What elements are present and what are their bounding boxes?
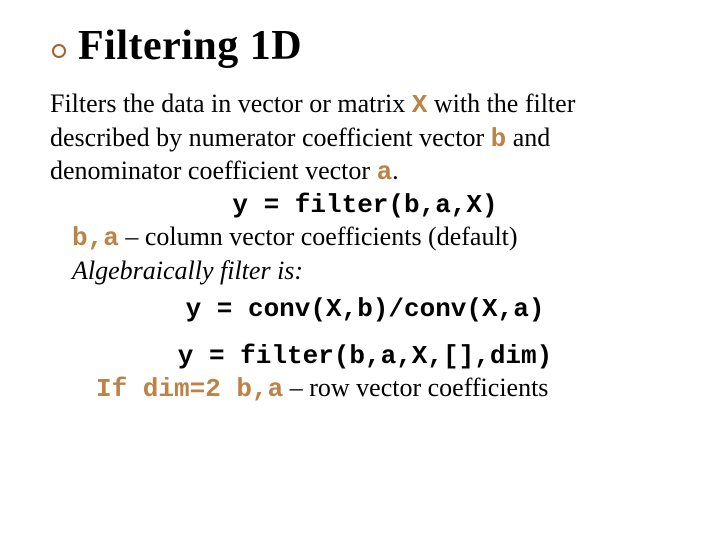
ba-code: b,a xyxy=(72,223,119,253)
body: Filters the data in vector or matrix X w… xyxy=(50,88,680,406)
line-ba: b,a – column vector coefficients (defaul… xyxy=(50,221,680,255)
equation-2: y = conv(X,b)/conv(X,a) xyxy=(50,293,680,326)
slide-title: Filtering 1D xyxy=(78,22,680,70)
equation-3: y = filter(b,a,X,[],dim) xyxy=(50,340,680,373)
line-dim: If dim=2 b,a – row vector coefficients xyxy=(50,372,680,406)
bullet-icon xyxy=(52,44,66,58)
p1-t1: Filters the data in vector or matrix xyxy=(50,89,412,118)
ba-text: – column vector coefficients (default) xyxy=(119,222,518,251)
title-block: Filtering 1D xyxy=(78,22,680,70)
slide: Filtering 1D Filters the data in vector … xyxy=(0,0,720,540)
dim-text: – row vector coefficients xyxy=(283,373,548,402)
p1-t4: . xyxy=(392,156,399,185)
dim-code: If dim=2 b,a xyxy=(96,374,283,404)
paragraph-1: Filters the data in vector or matrix X w… xyxy=(50,88,680,189)
p1-code-b: b xyxy=(491,124,507,154)
spacer xyxy=(50,326,680,340)
p1-code-x: X xyxy=(412,90,428,120)
algebraic-line: Algebraically filter is: xyxy=(50,255,680,288)
equation-1: y = filter(b,a,X) xyxy=(50,189,680,222)
p1-code-a: a xyxy=(377,157,393,187)
